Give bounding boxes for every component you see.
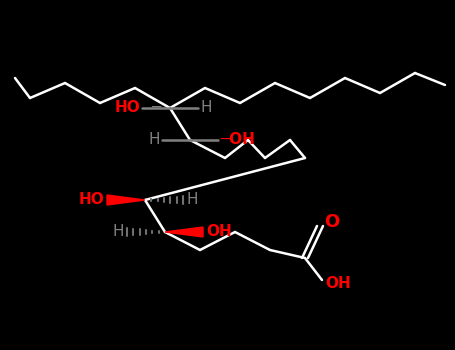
Polygon shape [107,195,145,205]
Text: HO: HO [78,193,104,208]
Text: OH: OH [206,224,232,239]
Text: H: H [200,100,212,116]
Polygon shape [165,227,203,237]
Text: H: H [148,133,160,147]
Text: H: H [186,193,197,208]
Text: ─: ─ [152,99,161,114]
Text: ─OH: ─OH [220,133,255,147]
Text: O: O [324,213,339,231]
Text: H: H [112,224,124,239]
Text: HO: HO [114,100,140,116]
Text: OH: OH [325,275,351,290]
